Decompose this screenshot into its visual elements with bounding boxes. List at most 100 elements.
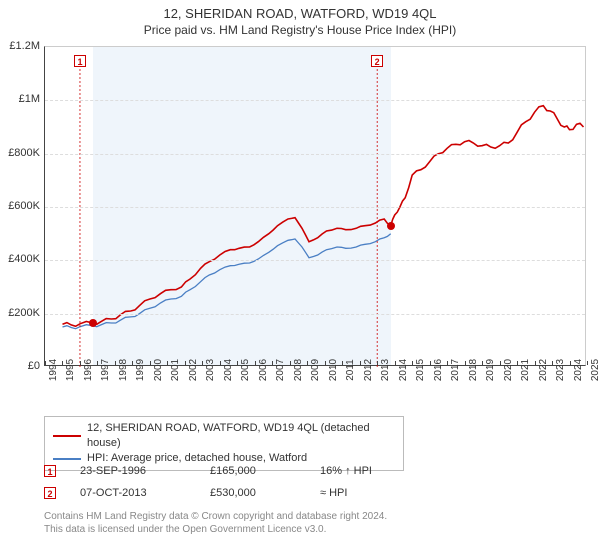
x-tick [202, 361, 203, 365]
x-tick [185, 361, 186, 365]
x-tick-label: 2018 [468, 359, 479, 381]
x-tick [45, 361, 46, 365]
gridline [45, 154, 585, 155]
transaction-relative: 16% ↑ HPI [320, 465, 420, 477]
y-tick-label: £600K [0, 200, 40, 212]
x-tick [587, 361, 588, 365]
x-tick [290, 361, 291, 365]
x-tick [552, 361, 553, 365]
x-tick [447, 361, 448, 365]
line-chart-svg [45, 47, 585, 365]
x-tick [325, 361, 326, 365]
x-tick [132, 361, 133, 365]
x-tick-label: 2021 [520, 359, 531, 381]
y-tick-label: £1M [0, 93, 40, 105]
x-tick [412, 361, 413, 365]
y-tick-label: £800K [0, 147, 40, 159]
x-tick [115, 361, 116, 365]
x-tick-label: 2004 [223, 359, 234, 381]
transaction-row: 1 23-SEP-1996£165,00016% ↑ HPI [44, 460, 564, 482]
x-axis-labels: 1994199519961997199819992000200120022003… [44, 370, 586, 410]
transaction-date: 23-SEP-1996 [80, 465, 210, 477]
x-tick-label: 2009 [310, 359, 321, 381]
x-tick-label: 2023 [555, 359, 566, 381]
plot-area: 12 [44, 46, 586, 366]
footnote: Contains HM Land Registry data © Crown c… [44, 510, 564, 536]
footnote-line-2: This data is licensed under the Open Gov… [44, 524, 326, 535]
series-property-line [63, 106, 584, 327]
x-tick [167, 361, 168, 365]
x-tick-label: 2008 [293, 359, 304, 381]
x-tick-label: 2017 [450, 359, 461, 381]
gridline [45, 207, 585, 208]
legend-item: 12, SHERIDAN ROAD, WATFORD, WD19 4QL (de… [53, 421, 395, 451]
x-tick-label: 1994 [48, 359, 59, 381]
x-tick [500, 361, 501, 365]
x-tick-label: 2024 [573, 359, 584, 381]
x-tick-label: 1999 [135, 359, 146, 381]
x-tick [220, 361, 221, 365]
transaction-price: £530,000 [210, 487, 320, 499]
x-tick-label: 1995 [65, 359, 76, 381]
x-tick [465, 361, 466, 365]
gridline [45, 100, 585, 101]
x-tick-label: 2007 [275, 359, 286, 381]
legend-swatch [53, 435, 81, 437]
y-tick-label: £200K [0, 307, 40, 319]
x-tick [150, 361, 151, 365]
transactions-table: 1 23-SEP-1996£165,00016% ↑ HPI 2 07-OCT-201… [44, 460, 564, 504]
x-tick [395, 361, 396, 365]
x-tick-label: 2010 [328, 359, 339, 381]
gridline [45, 314, 585, 315]
x-tick-label: 1996 [83, 359, 94, 381]
transaction-relative: ≈ HPI [320, 487, 420, 499]
transaction-row: 2 07-OCT-2013£530,000≈ HPI [44, 482, 564, 504]
transaction-dot [387, 222, 395, 230]
y-tick-label: £400K [0, 253, 40, 265]
transaction-marker-box: 1 [74, 55, 86, 67]
transaction-price: £165,000 [210, 465, 320, 477]
transaction-dot [89, 319, 97, 327]
x-tick-label: 2015 [415, 359, 426, 381]
y-tick-label: £1.2M [0, 40, 40, 52]
x-tick-label: 2016 [433, 359, 444, 381]
x-tick-label: 2012 [363, 359, 374, 381]
x-tick [430, 361, 431, 365]
x-tick [272, 361, 273, 365]
x-tick-label: 2014 [398, 359, 409, 381]
x-tick-label: 1997 [100, 359, 111, 381]
x-tick-label: 2011 [345, 359, 356, 381]
x-tick-label: 2002 [188, 359, 199, 381]
x-tick-label: 2013 [380, 359, 391, 381]
x-tick [62, 361, 63, 365]
x-tick [482, 361, 483, 365]
x-tick [80, 361, 81, 365]
x-tick-label: 2022 [538, 359, 549, 381]
transaction-date: 07-OCT-2013 [80, 487, 210, 499]
x-tick [237, 361, 238, 365]
footnote-line-1: Contains HM Land Registry data © Crown c… [44, 511, 387, 522]
x-tick [377, 361, 378, 365]
x-tick [535, 361, 536, 365]
chart-subtitle: Price paid vs. HM Land Registry's House … [0, 21, 600, 37]
legend-label: 12, SHERIDAN ROAD, WATFORD, WD19 4QL (de… [87, 421, 395, 451]
x-tick-label: 2020 [503, 359, 514, 381]
x-tick-label: 2001 [170, 359, 181, 381]
x-tick-label: 2006 [258, 359, 269, 381]
x-tick-label: 2005 [240, 359, 251, 381]
transaction-row-marker: 1 [44, 465, 56, 477]
x-tick-label: 2019 [485, 359, 496, 381]
x-tick-label: 2000 [153, 359, 164, 381]
figure: 12, SHERIDAN ROAD, WATFORD, WD19 4QL Pri… [0, 0, 600, 560]
y-tick-label: £0 [0, 360, 40, 372]
x-tick [570, 361, 571, 365]
x-tick [517, 361, 518, 365]
transaction-marker-box: 2 [371, 55, 383, 67]
x-tick [307, 361, 308, 365]
gridline [45, 260, 585, 261]
x-tick-label: 1998 [118, 359, 129, 381]
x-tick-label: 2025 [590, 359, 600, 381]
transaction-row-marker: 2 [44, 487, 56, 499]
x-tick-label: 2003 [205, 359, 216, 381]
x-tick [360, 361, 361, 365]
